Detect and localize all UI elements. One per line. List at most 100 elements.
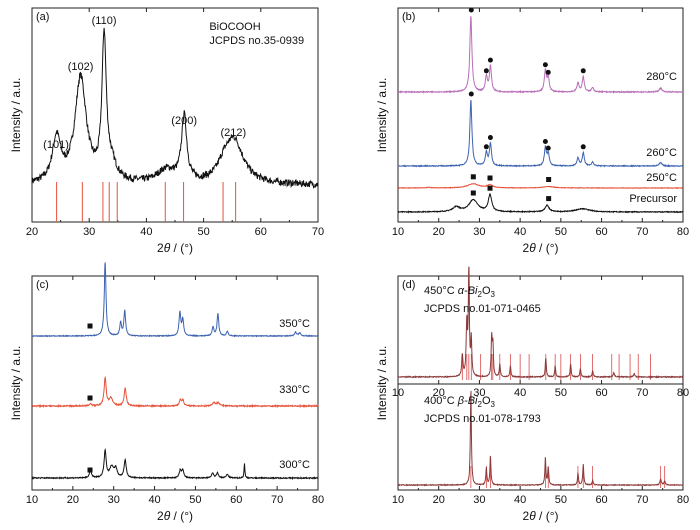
title-sub: 2 xyxy=(477,290,482,299)
x-tick-label: 70 xyxy=(271,494,283,506)
series-label: 350°C xyxy=(279,318,310,330)
title-sub: 2 xyxy=(478,400,483,409)
x-label-theta: θ xyxy=(164,241,171,255)
x-tick-label: 70 xyxy=(312,226,324,238)
title-temp: 450°C xyxy=(424,285,458,297)
title-sub: 3 xyxy=(491,290,496,299)
panel-a: 20 30 40 50 60 70 (a) Intensity / a.u. 2θ / (°) (… xyxy=(9,7,324,255)
phase-circle-marker xyxy=(483,144,489,150)
phase-circle-marker xyxy=(542,62,548,68)
reference-compound: BiOCOOH xyxy=(209,21,260,33)
series-line xyxy=(31,375,319,409)
title-phase: α-Bi xyxy=(458,285,478,297)
x-tick-label: 80 xyxy=(312,494,324,506)
subplot-reference: JCPDS no.01-071-0465 xyxy=(424,303,541,315)
series-line xyxy=(398,182,684,190)
series-label: 300°C xyxy=(279,459,310,471)
reference-card: JCPDS no.35-0939 xyxy=(209,35,304,47)
series-line xyxy=(397,266,684,379)
peak-label: (102) xyxy=(68,61,94,73)
phase-circle-marker xyxy=(468,91,474,97)
phase-circle-marker xyxy=(545,69,551,75)
series-line xyxy=(31,262,318,338)
phase-square-marker xyxy=(546,177,552,182)
x-tick-label: 80 xyxy=(677,226,689,238)
x-tick-label: 50 xyxy=(197,226,209,238)
panel-label: (d) xyxy=(402,279,415,291)
x-tick-label: 50 xyxy=(555,494,567,506)
series-line xyxy=(397,390,684,487)
x-label-base: 2 xyxy=(523,509,530,523)
y-axis-label: Intensity / a.u. xyxy=(9,346,23,421)
phase-circle-marker xyxy=(487,57,493,63)
x-tick-label: 50 xyxy=(555,226,567,238)
phase-circle-marker xyxy=(580,68,586,74)
series-line xyxy=(31,447,319,481)
x-tick-label: 70 xyxy=(636,387,648,399)
panel-b: 10 20 30 40 50 60 70 80 (b) Intensity / a.u. 2θ / … xyxy=(375,7,689,255)
x-tick-label: 20 xyxy=(67,494,79,506)
x-tick-label: 60 xyxy=(595,226,607,238)
series-line xyxy=(398,100,684,168)
x-tick-label: 40 xyxy=(514,226,526,238)
y-axis-label: Intensity / a.u. xyxy=(9,78,23,153)
panel-frame xyxy=(397,7,684,223)
x-tick-label: 60 xyxy=(255,226,267,238)
x-label-unit: / (°) xyxy=(536,241,559,255)
x-tick-label: 40 xyxy=(140,226,152,238)
x-label-unit: / (°) xyxy=(536,509,559,523)
series-label: 250°C xyxy=(646,172,677,184)
series-label: 330°C xyxy=(279,384,310,396)
x-tick-label: 40 xyxy=(514,494,526,506)
phase-square-marker xyxy=(546,196,552,202)
series-line-bioco xyxy=(31,27,319,190)
subplot-title: 400°C β-Bi2O3 xyxy=(424,395,496,409)
x-tick-label: 40 xyxy=(148,494,160,506)
x-label-theta: θ xyxy=(529,241,536,255)
x-label-theta: θ xyxy=(529,509,536,523)
x-label-base: 2 xyxy=(523,241,530,255)
x-tick-label: 10 xyxy=(392,387,404,399)
x-tick-label: 60 xyxy=(595,494,607,506)
x-axis-label: 2θ / (°) xyxy=(157,241,193,255)
y-axis-label: Intensity / a.u. xyxy=(375,346,389,421)
phase-circle-marker xyxy=(545,145,551,151)
x-tick-label: 30 xyxy=(108,494,120,506)
x-tick-label: 60 xyxy=(230,494,242,506)
x-tick-label: 20 xyxy=(433,387,445,399)
x-axis-label: 2θ / (°) xyxy=(157,509,193,523)
peak-label: (101) xyxy=(43,139,69,151)
x-tick-label: 10 xyxy=(392,226,404,238)
y-axis-label: Intensity / a.u. xyxy=(375,78,389,153)
title-phase: β-Bi xyxy=(457,395,478,407)
x-tick-label: 20 xyxy=(433,494,445,506)
x-tick-label: 80 xyxy=(677,494,689,506)
title-sub: 3 xyxy=(491,400,496,409)
phase-circle-marker xyxy=(542,139,548,145)
x-label-base: 2 xyxy=(157,241,164,255)
subplot-reference: JCPDS no.01-078-1793 xyxy=(424,413,541,425)
x-tick-label: 10 xyxy=(392,494,404,506)
subplot-title: 450°C α-Bi2O3 xyxy=(424,285,496,299)
peak-label: (110) xyxy=(92,15,117,27)
x-tick-label: 30 xyxy=(473,387,485,399)
title-temp: 400°C xyxy=(424,395,458,407)
x-tick-label: 20 xyxy=(433,226,445,238)
series-line xyxy=(397,16,684,95)
series-label: Precursor xyxy=(629,193,677,205)
phase-circle-marker xyxy=(487,135,493,141)
x-tick-label: 10 xyxy=(26,494,38,506)
panel-label: (a) xyxy=(36,11,49,23)
x-tick-label: 80 xyxy=(677,387,689,399)
phase-square-marker xyxy=(87,323,93,329)
series-line xyxy=(397,193,684,214)
x-tick-label: 30 xyxy=(473,494,485,506)
panel-label: (c) xyxy=(36,279,49,291)
peak-label: (212) xyxy=(221,127,247,139)
peak-label: (200) xyxy=(171,115,197,127)
phase-square-marker xyxy=(470,190,476,196)
x-tick-label: 20 xyxy=(26,226,38,238)
panel-d: 10 20 30 40 50 60 70 80(d)Intensity / a.u.2θ / … xyxy=(375,266,689,523)
phase-square-marker xyxy=(87,395,93,401)
